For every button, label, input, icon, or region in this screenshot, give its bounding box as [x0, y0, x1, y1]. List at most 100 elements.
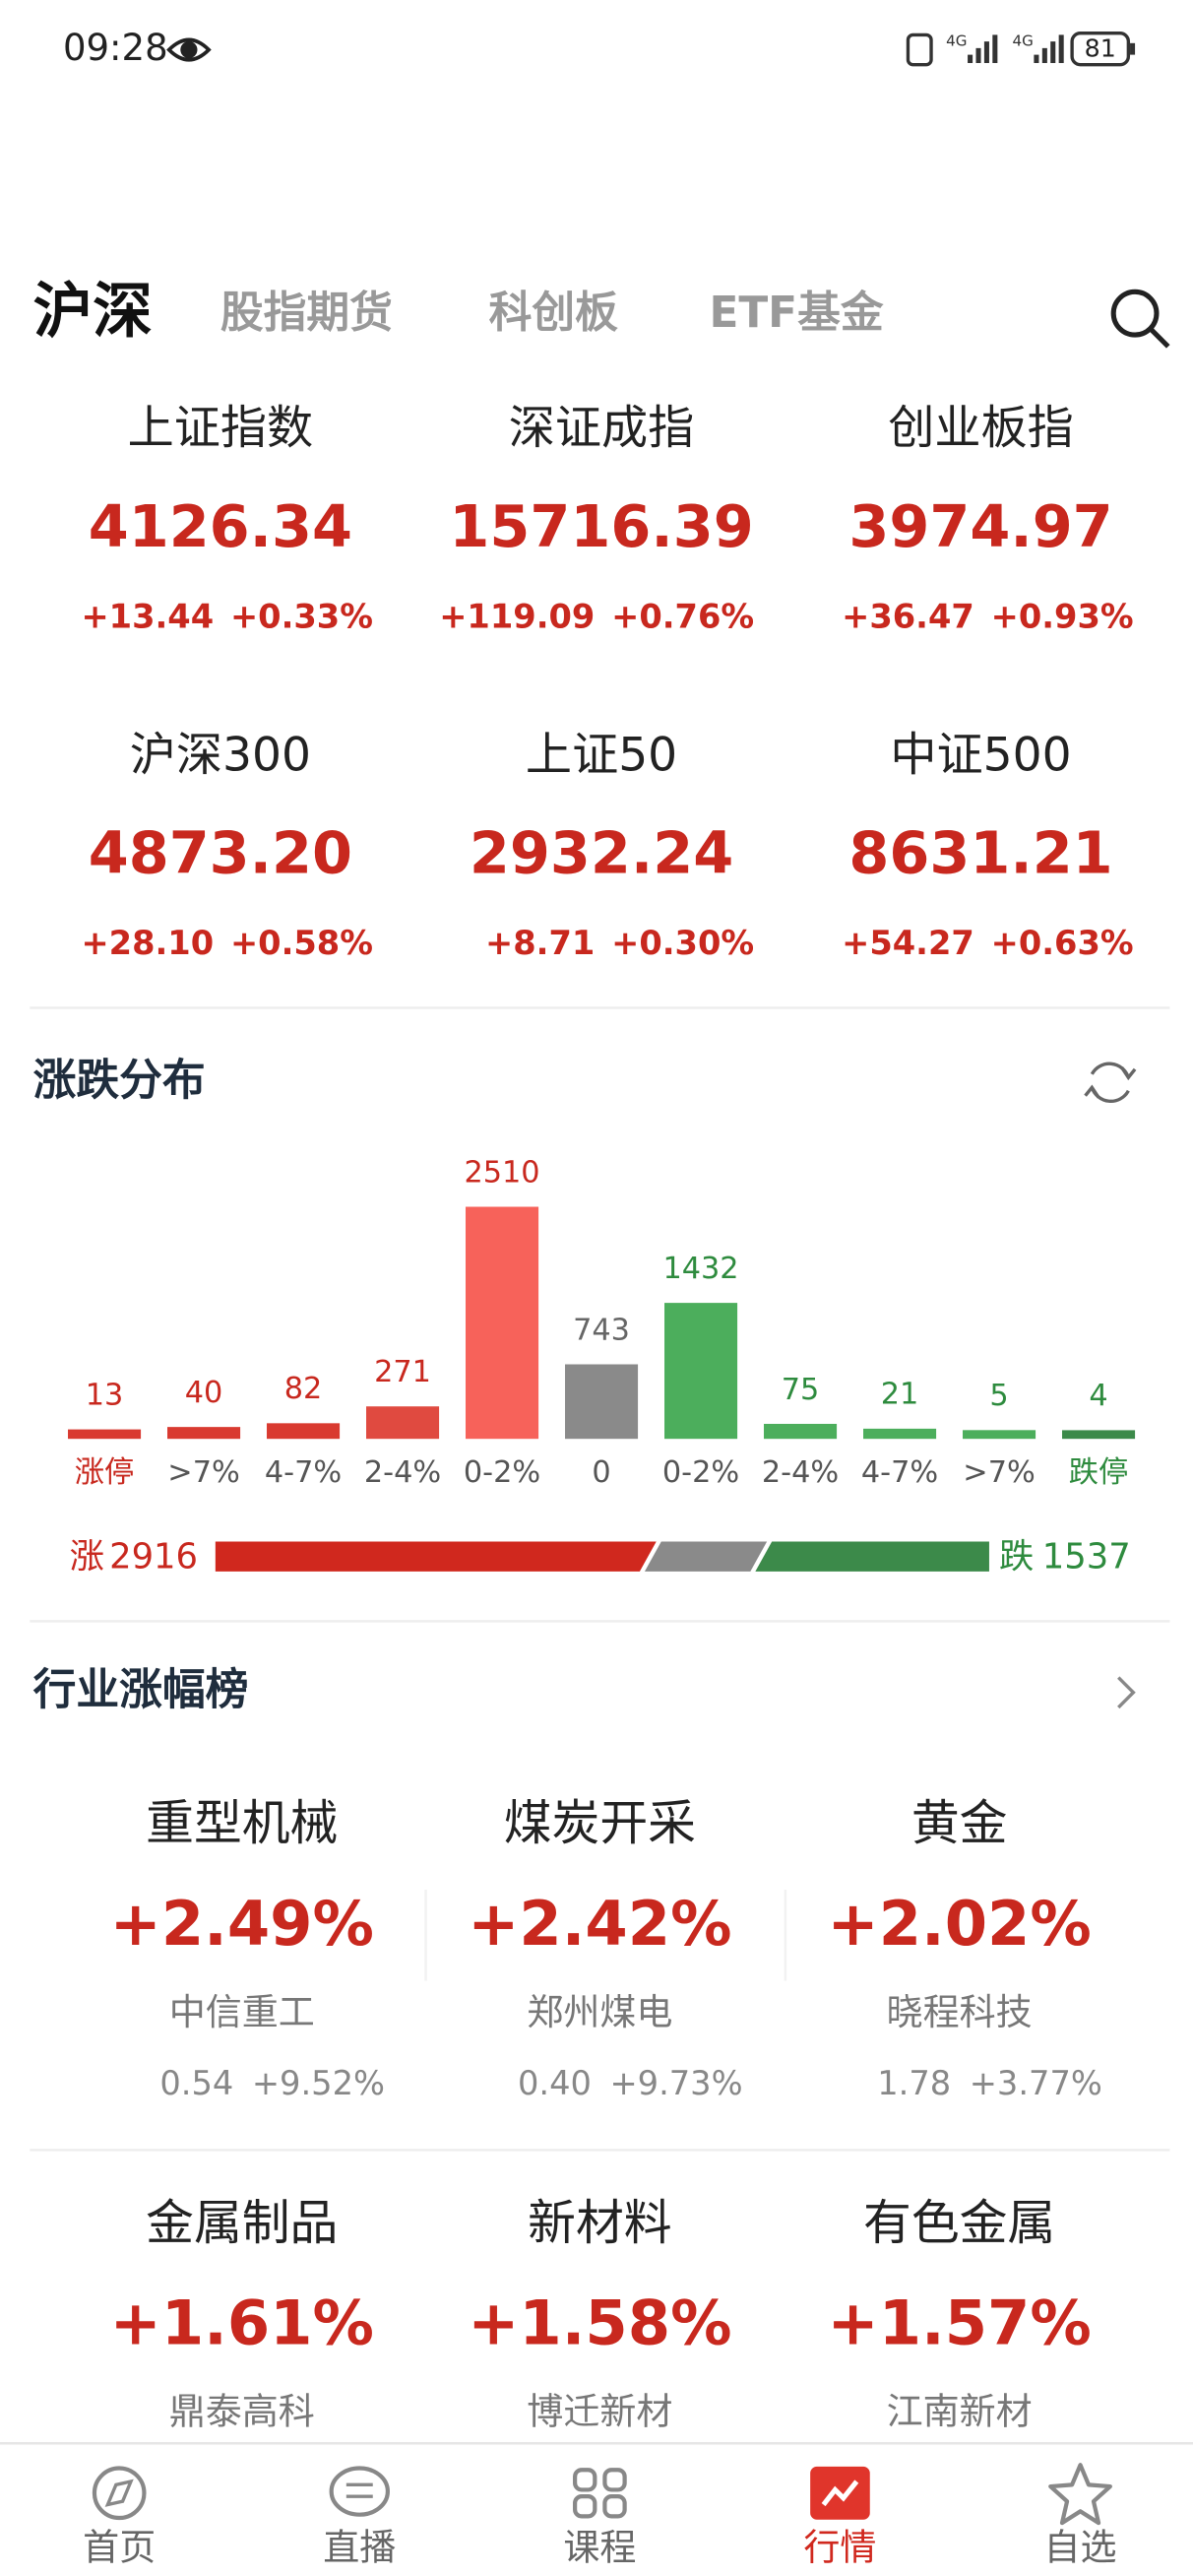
- bar-value-label: 40: [185, 1376, 223, 1410]
- index-change: +13.44: [81, 597, 214, 635]
- index-name[interactable]: 中证500: [890, 728, 1071, 782]
- nav-icon[interactable]: [92, 2466, 147, 2521]
- stock-change: +9.73%: [609, 2064, 742, 2102]
- nav-icon[interactable]: [810, 2466, 870, 2520]
- bar-category-label: 0-2%: [464, 1455, 540, 1490]
- nav-icon[interactable]: [1048, 2463, 1112, 2526]
- nav-icon[interactable]: [329, 2466, 391, 2517]
- ratio-down: [755, 1541, 989, 1572]
- industry-change: +2.42%: [468, 1888, 731, 1960]
- index-percent: +0.76%: [611, 597, 754, 635]
- bar-category-label: >7%: [963, 1455, 1035, 1490]
- nav-label[interactable]: 行情: [803, 2527, 876, 2569]
- bar-category-label: 2-4%: [762, 1455, 839, 1490]
- leading-stock: 鼎泰高科: [169, 2390, 315, 2432]
- index-change: +54.27: [842, 924, 974, 962]
- index-value: 4873.20: [89, 818, 352, 886]
- leading-stock: 博迁新材: [527, 2390, 672, 2432]
- industry-change: +1.58%: [468, 2287, 731, 2359]
- bar-category-label: >7%: [167, 1455, 239, 1490]
- section-title: 行业涨幅榜: [33, 1665, 249, 1715]
- bar-value-label: 21: [881, 1378, 919, 1412]
- index-percent: +0.33%: [230, 597, 373, 635]
- distribution-bar: [664, 1303, 738, 1440]
- index-value: 15716.39: [449, 492, 753, 560]
- signal-icons: [906, 32, 1064, 67]
- index-name[interactable]: 创业板指: [888, 402, 1074, 456]
- tab[interactable]: 科创板: [489, 288, 619, 338]
- bar-category-label: 涨停: [75, 1455, 135, 1490]
- distribution-bar: [565, 1364, 639, 1440]
- bar-category-label: 0-2%: [662, 1455, 739, 1490]
- refresh-icon[interactable]: [1084, 1062, 1137, 1104]
- nav-label[interactable]: 课程: [563, 2527, 636, 2569]
- index-value: 8631.21: [848, 818, 1112, 886]
- bar-value-label: 5: [989, 1379, 1008, 1413]
- distribution-bar: [366, 1406, 440, 1440]
- index-name[interactable]: 上证50: [526, 728, 677, 782]
- stock-change: +9.52%: [252, 2064, 385, 2102]
- index-change: +8.71: [485, 924, 595, 962]
- industry-name[interactable]: 黄金: [911, 1795, 1008, 1851]
- industry-name[interactable]: 重型机械: [146, 1795, 338, 1851]
- tab[interactable]: ETF基金: [709, 288, 883, 338]
- industry-change: +2.49%: [110, 1888, 374, 1960]
- tab[interactable]: 沪深: [33, 277, 153, 346]
- index-percent: +0.63%: [991, 924, 1134, 962]
- industry-change: +2.02%: [828, 1888, 1092, 1960]
- nav-label[interactable]: 直播: [323, 2527, 396, 2569]
- industry-name[interactable]: 有色金属: [863, 2195, 1055, 2251]
- tab[interactable]: 股指期货: [220, 288, 393, 338]
- industry-name[interactable]: 金属制品: [146, 2195, 338, 2251]
- battery-level: 81: [1085, 34, 1116, 63]
- index-percent: +0.93%: [991, 597, 1134, 635]
- distribution-bar: [764, 1423, 838, 1440]
- industry-change: +1.57%: [828, 2287, 1092, 2359]
- bar-value-label: 2510: [464, 1155, 539, 1190]
- down-count: 1537: [1042, 1536, 1131, 1577]
- bar-category-label: 0: [592, 1455, 610, 1490]
- bar-category-label: 4-7%: [861, 1455, 938, 1490]
- bar-value-label: 1432: [662, 1252, 738, 1286]
- index-name[interactable]: 上证指数: [128, 402, 314, 456]
- stock-price: 0.54: [159, 2064, 233, 2102]
- network-label: 4G: [1013, 32, 1034, 50]
- ratio-up: [215, 1541, 657, 1572]
- bar-category-label: 跌停: [1069, 1455, 1129, 1490]
- nav-label[interactable]: 首页: [83, 2527, 156, 2569]
- distribution-bar: [863, 1428, 937, 1440]
- index-value: 2932.24: [470, 818, 733, 886]
- status-time: 09:28: [63, 27, 168, 69]
- leading-stock: 江南新材: [887, 2390, 1033, 2432]
- industry-name[interactable]: 新材料: [528, 2195, 671, 2251]
- bar-value-label: 743: [573, 1313, 630, 1347]
- nav-icon[interactable]: [573, 2468, 627, 2519]
- industry-name[interactable]: 煤炭开采: [504, 1795, 696, 1851]
- leading-stock: 中信重工: [169, 1991, 315, 2033]
- index-percent: +0.58%: [230, 924, 373, 962]
- distribution-bar: [68, 1429, 142, 1440]
- ratio-flat: [644, 1541, 768, 1572]
- stock-change: +3.77%: [970, 2064, 1102, 2102]
- index-name[interactable]: 深证成指: [509, 402, 695, 456]
- index-name[interactable]: 沪深300: [130, 728, 311, 782]
- leading-stock: 晓程科技: [887, 1991, 1033, 2033]
- distribution-bar: [963, 1430, 1036, 1440]
- down-label: 跌: [999, 1536, 1034, 1577]
- section-title: 涨跌分布: [33, 1055, 206, 1105]
- industry-change: +1.61%: [110, 2287, 374, 2359]
- search-icon[interactable]: [1110, 289, 1170, 349]
- stock-price: 0.40: [518, 2064, 592, 2102]
- chevron[interactable]: [1117, 1676, 1136, 1709]
- bar-value-label: 82: [284, 1372, 323, 1406]
- bar-category-label: 2-4%: [364, 1455, 441, 1490]
- index-change: +119.09: [439, 597, 595, 635]
- up-label: 涨: [70, 1536, 104, 1577]
- battery-icon: [1070, 32, 1131, 67]
- distribution-bar: [1062, 1430, 1136, 1440]
- up-count: 2916: [109, 1536, 198, 1577]
- index-value: 4126.34: [89, 492, 352, 560]
- nav-label[interactable]: 自选: [1044, 2527, 1117, 2569]
